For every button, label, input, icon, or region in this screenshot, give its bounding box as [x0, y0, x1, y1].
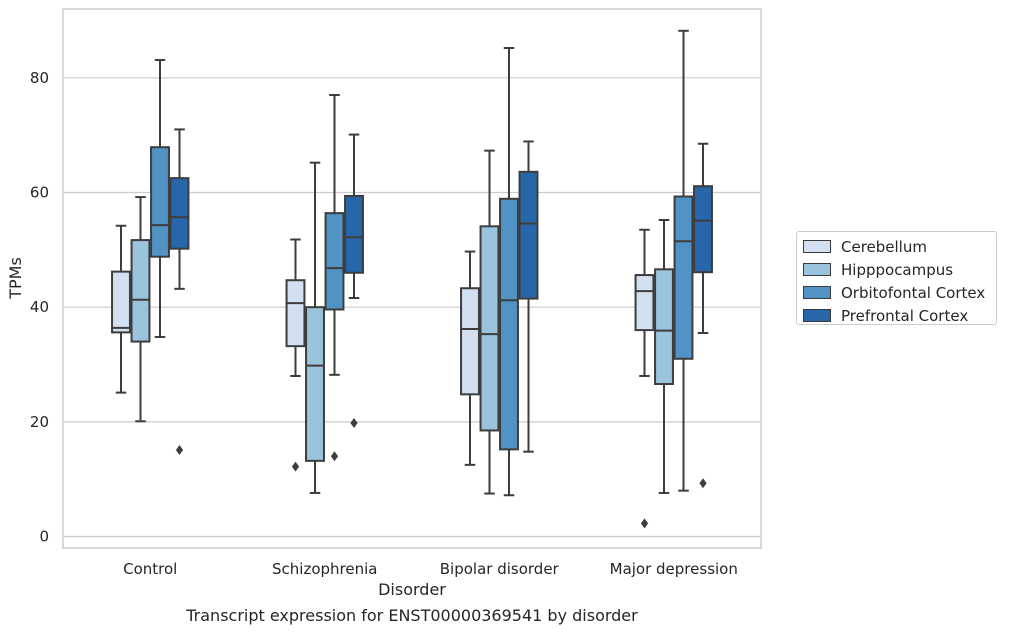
boxes [111, 29, 713, 529]
y-axis-title: TPMs [6, 257, 25, 300]
box-3-0 [634, 228, 655, 529]
box-body [693, 185, 713, 274]
box-body [324, 212, 345, 311]
box-body [285, 279, 306, 348]
x-tick-label: Major depression [610, 560, 738, 578]
legend-swatch [803, 309, 831, 322]
box-body [499, 197, 519, 451]
box-1-0 [285, 238, 306, 472]
box-3-1 [654, 219, 674, 494]
outlier-point [699, 478, 707, 489]
box-body [654, 268, 674, 386]
outlier-point [175, 444, 184, 455]
y-tick-label: 20 [30, 413, 49, 431]
box-body [673, 195, 694, 360]
legend: Cerebellum Hipppocampus Orbitofontal Corte… [796, 231, 997, 325]
box-1-3 [344, 133, 364, 428]
box-3-2 [673, 29, 694, 492]
box-body [344, 194, 364, 274]
plot-frame [62, 8, 762, 549]
legend-swatch [803, 263, 831, 276]
box-body [460, 287, 480, 396]
x-tick-label: Schizophrenia [272, 560, 377, 578]
x-tick-label: Control [123, 560, 177, 578]
outlier-point [350, 417, 358, 428]
box-3-3 [693, 142, 713, 489]
legend-label: Cerebellum [841, 237, 927, 256]
box-body [479, 225, 500, 432]
y-tick-label: 60 [30, 183, 49, 201]
box-1-2 [324, 94, 345, 462]
box-0-0 [111, 224, 131, 394]
legend-label: Orbitofontal Cortex [841, 283, 986, 302]
legend-swatch [803, 240, 831, 253]
box-0-3 [169, 128, 190, 455]
box-0-1 [130, 196, 151, 423]
legend-item: Orbitofontal Cortex [803, 281, 996, 304]
y-tick-label: 40 [30, 298, 49, 316]
x-axis-title: Disorder [378, 580, 446, 599]
box-body [634, 274, 655, 332]
y-tick-label: 80 [30, 69, 49, 87]
box-body [169, 177, 190, 250]
y-tick-labels: 0 20 40 60 80 [30, 69, 49, 546]
legend-swatch [803, 286, 831, 299]
box-1-1 [305, 161, 325, 494]
box-0-2 [150, 59, 170, 338]
outlier-point [640, 518, 649, 529]
box-body [305, 306, 325, 462]
legend-label: Prefrontal Cortex [841, 306, 969, 325]
box-body [518, 170, 539, 300]
outlier-point [330, 451, 339, 462]
outlier-point [291, 461, 300, 472]
box-2-0 [460, 250, 480, 466]
box-body [111, 270, 131, 334]
x-tick-label: Bipolar disorder [440, 560, 560, 578]
legend-item: Cerebellum [803, 235, 996, 258]
legend-label: Hipppocampus [841, 260, 954, 279]
box-2-2 [499, 46, 519, 497]
box-2-3 [518, 140, 539, 453]
y-tick-label: 0 [39, 528, 49, 546]
legend-item: Prefrontal Cortex [803, 304, 996, 327]
x-tick-labels: Control Schizophrenia Bipolar disorder Majo… [123, 560, 738, 578]
box-body [130, 239, 151, 343]
box-2-1 [479, 149, 500, 495]
chart-caption: Transcript expression for ENST0000036954… [186, 606, 638, 625]
legend-item: Hipppocampus [803, 258, 996, 281]
box-body [150, 146, 170, 258]
